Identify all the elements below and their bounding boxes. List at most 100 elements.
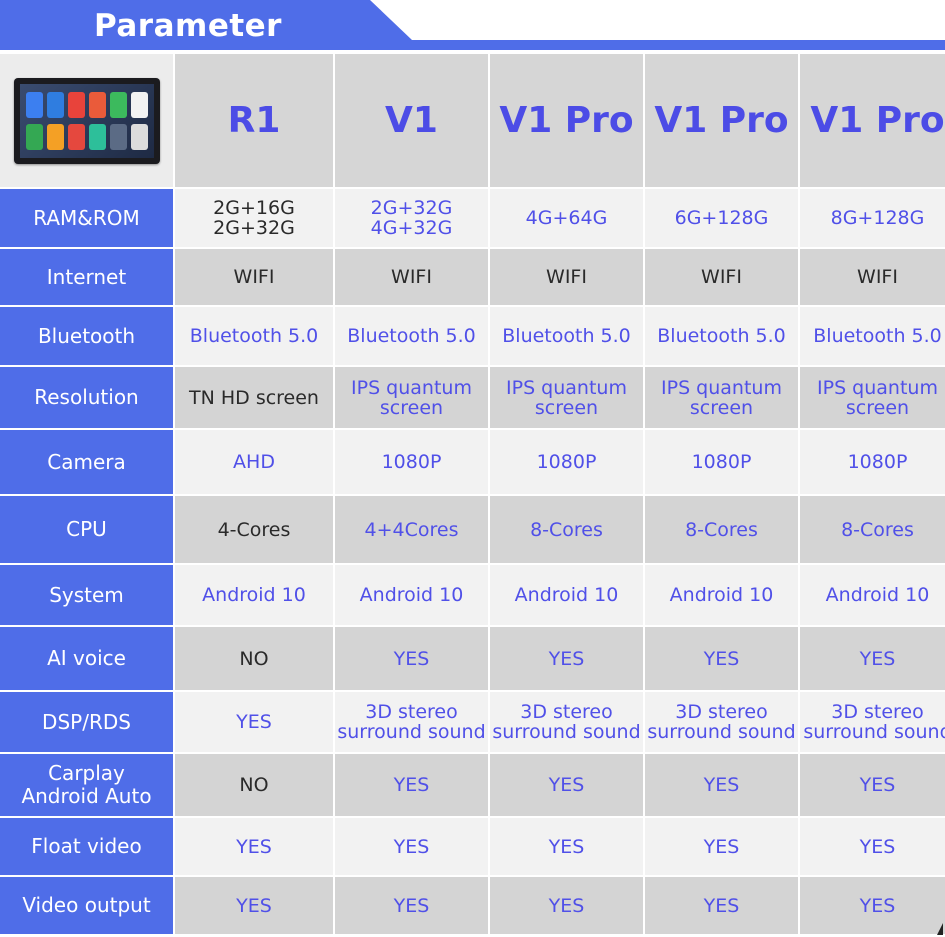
- cell-text: WIFI: [701, 266, 742, 288]
- cell-text: YES: [548, 835, 585, 858]
- table-cell: YES: [800, 877, 945, 934]
- model-header: V1 Pro: [645, 54, 798, 187]
- model-header: V1 Pro: [490, 54, 643, 187]
- cell-text: 8-Cores: [530, 518, 603, 541]
- table-cell: 2G+16G 2G+32G: [175, 189, 333, 247]
- table-cell: YES: [175, 818, 333, 875]
- cell-text: Bluetooth 5.0: [189, 325, 319, 347]
- table-cell: 4G+64G: [490, 189, 643, 247]
- cell-text: Android 10: [202, 584, 306, 606]
- cell-text: 6G+128G: [674, 207, 769, 229]
- cell-text: surround sound: [337, 721, 486, 743]
- cell-text: IPS quantum: [351, 376, 472, 399]
- table-cell: YES: [335, 754, 488, 816]
- cell-text: Android 10: [359, 584, 464, 606]
- table-cell: Android 10: [490, 565, 643, 625]
- row-label: System: [0, 565, 173, 625]
- cell-text: YES: [859, 894, 896, 917]
- table-cell: IPS quantum screen: [335, 367, 488, 428]
- cell-text: IPS quantum: [506, 376, 627, 399]
- table-cell: IPS quantum screen: [800, 367, 945, 428]
- table-cell: 3D stereo surround sound: [645, 692, 798, 752]
- table-cell: 1080P: [490, 430, 643, 494]
- cell-text: 2G+16G: [213, 197, 295, 219]
- cell-text: YES: [393, 774, 430, 796]
- table-cell: Bluetooth 5.0: [490, 307, 643, 365]
- table-cell: WIFI: [645, 249, 798, 305]
- table-cell: Bluetooth 5.0: [175, 307, 333, 365]
- cell-text: WIFI: [546, 266, 587, 288]
- cell-text: screen: [689, 396, 754, 419]
- cell-text: surround sound: [647, 721, 796, 743]
- model-header: V1: [335, 54, 488, 187]
- cell-text: YES: [703, 774, 740, 796]
- header-band: Parameter: [0, 0, 945, 50]
- row-label: Camera: [0, 430, 173, 494]
- cell-text: YES: [236, 835, 272, 858]
- table-cell: Bluetooth 5.0: [335, 307, 488, 365]
- table-cell: YES: [645, 818, 798, 875]
- table-cell: 1080P: [800, 430, 945, 494]
- table-cell: YES: [645, 877, 798, 934]
- cell-text: YES: [703, 647, 740, 670]
- cell-text: 1080P: [847, 451, 908, 473]
- table-cell: YES: [335, 627, 488, 690]
- cell-text: YES: [859, 647, 896, 670]
- cell-text: YES: [548, 774, 585, 796]
- cell-text: YES: [548, 894, 585, 917]
- cell-text: NO: [239, 647, 269, 670]
- row-label: Resolution: [0, 367, 173, 428]
- car-stereo-icon: [13, 77, 160, 164]
- model-header: V1 Pro: [800, 54, 945, 187]
- table-cell: 3D stereo surround sound: [800, 692, 945, 752]
- row-label-line: Android Auto: [21, 784, 152, 808]
- product-thumbnail-cell: [0, 54, 173, 187]
- cell-text: Android 10: [825, 584, 930, 606]
- cell-text: 1080P: [536, 451, 597, 473]
- cell-text: Bluetooth 5.0: [657, 325, 786, 347]
- cell-text: screen: [534, 396, 599, 419]
- table-cell: YES: [800, 754, 945, 816]
- table-cell: Bluetooth 5.0: [645, 307, 798, 365]
- row-label: CPU: [0, 496, 173, 563]
- row-label: Float video: [0, 818, 173, 875]
- cell-text: 3D stereo: [365, 701, 458, 723]
- model-header: R1: [175, 54, 333, 187]
- row-label: AI voice: [0, 627, 173, 690]
- cell-text: 8-Cores: [685, 518, 758, 541]
- table-cell: 4-Cores: [175, 496, 333, 563]
- table-cell: 3D stereo surround sound: [335, 692, 488, 752]
- cell-text: screen: [379, 396, 444, 419]
- cell-text: AHD: [233, 451, 275, 473]
- table-cell: WIFI: [490, 249, 643, 305]
- cell-text: YES: [236, 894, 272, 917]
- cell-text: YES: [703, 894, 740, 917]
- table-cell: Android 10: [800, 565, 945, 625]
- table-cell: 3D stereo surround sound: [490, 692, 643, 752]
- table-cell: WIFI: [800, 249, 945, 305]
- cell-text: Bluetooth 5.0: [502, 325, 631, 347]
- cell-text: 3D stereo: [831, 701, 924, 723]
- cell-text: WIFI: [857, 266, 898, 288]
- table-cell: YES: [175, 692, 333, 752]
- cell-text: YES: [548, 647, 585, 670]
- cell-text: 1080P: [381, 451, 442, 473]
- table-cell: YES: [490, 818, 643, 875]
- cell-text: YES: [236, 711, 272, 733]
- cell-text: 8-Cores: [841, 518, 914, 541]
- page-title: Parameter: [94, 8, 282, 44]
- table-cell: 8G+128G: [800, 189, 945, 247]
- table-cell: 4+4Cores: [335, 496, 488, 563]
- row-label: Bluetooth: [0, 307, 173, 365]
- table-cell: 8-Cores: [645, 496, 798, 563]
- cell-text: IPS quantum: [661, 376, 782, 399]
- cell-text: YES: [393, 894, 430, 917]
- table-cell: Bluetooth 5.0: [800, 307, 945, 365]
- table-cell: IPS quantum screen: [490, 367, 643, 428]
- table-cell: YES: [335, 818, 488, 875]
- corner-mark: [937, 923, 943, 935]
- table-cell: YES: [800, 818, 945, 875]
- cell-text: 1080P: [691, 451, 752, 473]
- row-label: Carplay Android Auto: [0, 754, 173, 816]
- cell-text: Bluetooth 5.0: [347, 325, 476, 347]
